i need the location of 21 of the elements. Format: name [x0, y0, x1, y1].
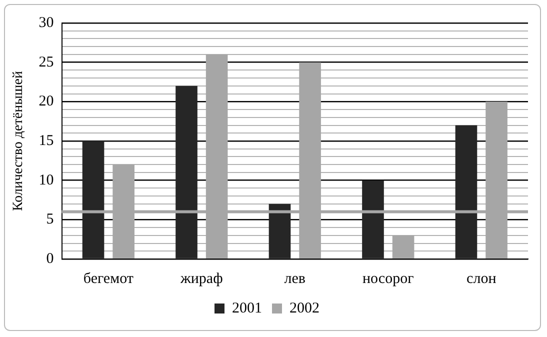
- legend-label: 2001: [232, 300, 262, 316]
- y-tick-label: 25: [38, 54, 54, 70]
- bar: [362, 180, 384, 258]
- y-tick-label: 15: [38, 132, 54, 149]
- y-tick-label: 5: [46, 212, 54, 228]
- y-tick-label: 20: [38, 94, 54, 110]
- x-tick-label: носорог: [362, 270, 414, 287]
- x-tick-label: бегемот: [83, 270, 134, 287]
- x-tick-label: лев: [284, 270, 306, 287]
- bar: [455, 125, 478, 258]
- bar: [392, 235, 414, 258]
- legend-label: 2002: [290, 300, 320, 316]
- x-tick-label: жираф: [180, 270, 224, 287]
- bar: [176, 86, 198, 258]
- y-tick-label: 0: [46, 250, 54, 267]
- y-tick-label: 10: [38, 172, 54, 188]
- bar: [82, 141, 104, 258]
- y-axis-title: Количество детёнышей: [11, 70, 26, 211]
- bar: [268, 204, 291, 258]
- y-tick-label: 30: [38, 14, 54, 31]
- x-tick-label: слон: [466, 270, 496, 287]
